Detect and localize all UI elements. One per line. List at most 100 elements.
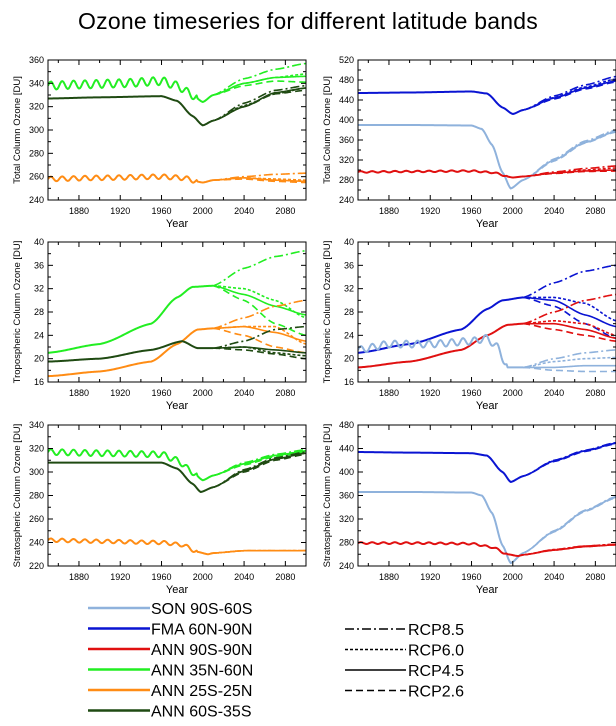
series-lines [358,441,616,565]
y-tick-label: 240 [339,561,354,571]
y-tick-label: 28 [34,307,44,317]
series-line-ann-25s-25n-rcp8.5 [212,299,306,330]
series-line-son-90s-60s-historical [358,124,524,190]
series-line-son-90s-60s-rcp2.6 [523,366,616,373]
series-line-ann-90s-90n-historical [358,169,524,179]
x-tick-label: 1960 [462,572,482,582]
series-line-ann-60s-35s-rcp2.6 [212,89,306,122]
series-line-ann-25s-25n-historical [48,173,214,184]
y-tick-label: 220 [29,561,44,571]
y-tick-label: 320 [29,102,44,112]
y-tick-label: 16 [344,377,354,387]
series-line-ann-35n-60n-rcp8.5 [212,249,306,287]
y-tick-label: 340 [29,420,44,430]
x-tick-label: 2040 [234,572,254,582]
x-tick-label: 2000 [193,388,213,398]
x-axis-label: Year [166,400,189,412]
plot-frame [47,424,307,567]
x-tick-label: 2080 [585,572,605,582]
x-tick-label: 1880 [379,572,399,582]
x-tick-label: 1960 [152,572,172,582]
series-line-ann-60s-35s-rcp6.0 [212,87,306,122]
series-line-son-90s-60s-historical [358,333,524,369]
x-tick-label: 2040 [544,206,564,216]
x-tick-label: 2000 [503,206,523,216]
x-tick-label: 2040 [544,572,564,582]
y-tick-label: 36 [344,260,354,270]
x-tick-label: 1960 [152,388,172,398]
y-tick-label: 280 [339,538,354,548]
y-tick-label: 280 [29,148,44,158]
legend-label: ANN 35N-60N [151,663,253,680]
series-line-fma-60n-90n-rcp6.0 [522,442,616,477]
y-tick-label: 40 [344,237,354,247]
series-line-son-90s-60s-rcp2.6 [522,497,616,554]
x-tick-label: 2080 [275,572,295,582]
y-tick-label: 300 [29,467,44,477]
series-lines [48,448,306,556]
series-line-son-90s-60s-rcp6.0 [523,356,616,369]
y-tick-label: 320 [339,155,354,165]
series-line-ann-90s-90n-rcp4.5 [523,322,616,340]
series-line-son-90s-60s-rcp4.5 [523,364,616,369]
x-tick-label: 2040 [544,388,564,398]
panel-trop-left: 1880 1920 1960 2000 2040 2080 Year 16 20 24 28 32 36… [12,237,307,412]
series-line-ann-35n-60n-rcp8.5 [212,448,306,477]
x-tick-label: 1880 [69,388,89,398]
x-tick-label: 2040 [234,388,254,398]
y-tick-label: 360 [29,55,44,65]
x-tick-label: 1960 [462,206,482,216]
y-axis-label: Tropospheric Column Ozone [DU] [12,241,23,384]
y-axis-label: Stratospheric Column Ozone [DU] [322,424,333,568]
series-line-fma-60n-90n-historical [358,451,524,483]
series-line-ann-25s-25n-rcp2.6 [213,327,306,354]
x-tick-label: 2000 [193,206,213,216]
series-line-fma-60n-90n-rcp8.5 [522,264,616,299]
x-tick-label: 2000 [503,572,523,582]
series-line-ann-90s-90n-historical [358,322,524,369]
x-tick-label: 1920 [110,572,130,582]
plot-frame [47,241,307,383]
y-tick-label: 240 [339,195,354,205]
y-tick-label: 240 [29,538,44,548]
x-tick-label: 1880 [379,206,399,216]
y-tick-label: 320 [29,444,44,454]
series-line-fma-60n-90n-rcp2.6 [523,296,616,340]
x-tick-label: 1880 [69,206,89,216]
x-tick-label: 1920 [420,206,440,216]
series-line-ann-60s-35s-rcp4.5 [213,346,306,354]
series-line-fma-60n-90n-historical [358,296,524,354]
series-lines [48,249,306,378]
series-line-fma-60n-90n-rcp2.6 [522,81,616,111]
x-tick-label: 1880 [69,572,89,582]
scenario-legend: RCP8.5 RCP6.0 RCP4.5 RCP2.6 [345,622,464,701]
y-tick-label: 20 [344,354,354,364]
y-tick-label: 400 [339,467,354,477]
series-line-fma-60n-90n-rcp4.5 [523,296,616,328]
series-line-fma-60n-90n-rcp2.6 [522,443,616,477]
legend-label: ANN 25S-25N [151,683,252,700]
legend-label: FMA 60N-90N [151,622,252,639]
x-axis-label: Year [476,584,499,596]
y-tick-label: 300 [29,125,44,135]
x-tick-label: 2080 [275,206,295,216]
y-axis-label: Tropospheric Column Ozone [DU] [322,241,333,384]
series-line-ann-90s-90n-rcp8.5 [523,165,616,178]
y-tick-label: 360 [339,135,354,145]
series-line-ann-90s-90n-rcp2.6 [523,322,616,342]
x-tick-label: 1920 [110,388,130,398]
y-tick-label: 20 [34,354,44,364]
y-tick-label: 40 [34,237,44,247]
x-axis-label: Year [476,218,499,230]
series-line-fma-60n-90n-rcp4.5 [522,442,616,477]
series-line-ann-35n-60n-historical [48,284,214,354]
series-line-ann-35n-60n-historical [48,76,214,103]
series-line-ann-35n-60n-rcp2.6 [212,451,306,477]
series-line-ann-35n-60n-rcp4.5 [212,284,306,316]
y-tick-label: 400 [339,115,354,125]
x-axis-label: Year [166,584,189,596]
y-tick-label: 520 [339,55,354,65]
legend-label: RCP4.5 [408,663,464,680]
series-line-ann-35n-60n-historical [48,448,214,482]
series-line-ann-35n-60n-rcp2.6 [212,80,306,96]
